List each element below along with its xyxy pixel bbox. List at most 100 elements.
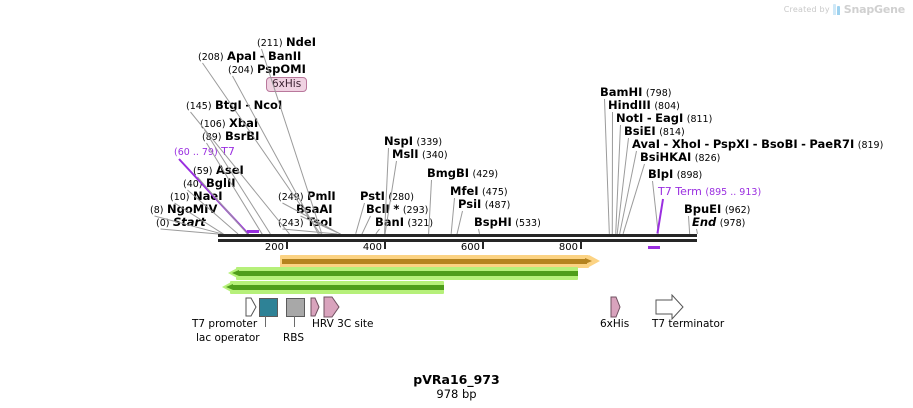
enzyme-label-psti-pos: (280) <box>388 192 414 203</box>
enzyme-label-bsphi[interactable]: BspHI (533) <box>474 216 541 230</box>
lac-operator-glyph[interactable] <box>259 298 278 317</box>
enzyme-label-avai-chain-pos: (819) <box>857 140 884 151</box>
ruler-tick-label-800: 800 <box>558 242 578 253</box>
snapgene-logo-icon <box>832 4 841 15</box>
6xhis-tag-chip[interactable]: 6xHis <box>266 77 308 92</box>
enzyme-label-bani[interactable]: BanI (321) <box>375 216 433 230</box>
enzyme-label-mfei-enz: MfeI <box>450 184 479 198</box>
enzyme-label-blpi-pos: (898) <box>676 170 703 181</box>
enzyme-label-t7term-fname: T7 Term <box>658 185 702 198</box>
snapgene-watermark: Created by SnapGene <box>784 3 905 16</box>
ruler-tick-600 <box>482 242 484 249</box>
6xhis-legend-label: 6xHis <box>600 318 630 330</box>
leader-line-hindiii <box>611 111 613 235</box>
enzyme-label-mfei[interactable]: MfeI (475) <box>450 185 508 199</box>
enzyme-label-bamhi[interactable]: BamHI (798) <box>600 86 671 100</box>
enzyme-label-naei-pos: (10) <box>170 192 190 203</box>
enzyme-label-pmli[interactable]: (249) PmlI <box>278 190 336 204</box>
green-arrow-lower[interactable] <box>222 281 444 294</box>
enzyme-label-psii-enz: PsiI <box>458 197 482 211</box>
enzyme-label-ndei-enz: NdeI <box>286 35 316 49</box>
enzyme-label-psti-enz: PstI <box>360 189 385 203</box>
enzyme-label-apai-banii-enz: ApaI <box>227 49 257 63</box>
leader-line-t7term <box>656 198 664 235</box>
enzyme-label-pmli-enz: PmlI <box>307 189 336 203</box>
enzyme-label-bani-enz: BanI <box>375 215 404 229</box>
enzyme-label-bsihkai[interactable]: BsiHKAI (826) <box>640 151 720 165</box>
enzyme-label-ngomiv-pos: (8) <box>150 205 164 216</box>
enzyme-label-bglii-pos: (40) <box>183 179 203 190</box>
enzyme-label-bsrbi-enz: BsrBI <box>225 129 260 143</box>
page-title: pVRa16_973 <box>413 372 500 387</box>
enzyme-label-avai-chain-enz: PaeR7I <box>809 137 855 151</box>
t7-promoter-glyph[interactable] <box>245 297 257 317</box>
enzyme-label-msli-enz: MslI <box>392 147 419 161</box>
ruler-tick-200 <box>286 242 288 249</box>
leader-line-bcli <box>361 215 371 235</box>
enzyme-label-noti-eagi-sep: - <box>646 111 652 125</box>
t7-terminator-glyph[interactable] <box>655 294 684 320</box>
enzyme-label-nspi-enz: NspI <box>384 134 413 148</box>
rbs-label: RBS <box>283 332 304 344</box>
sequence-bar-bottom <box>218 239 697 242</box>
enzyme-label-nspi[interactable]: NspI (339) <box>384 135 442 149</box>
6xhis-glyph[interactable] <box>310 297 320 317</box>
enzyme-label-avai-chain[interactable]: AvaI - XhoI - PspXI - BsoBI - PaeR7I (81… <box>632 138 883 152</box>
enzyme-label-avai-chain-enz: AvaI <box>632 137 661 151</box>
enzyme-label-psii[interactable]: PsiI (487) <box>458 198 510 212</box>
rbs-glyph[interactable] <box>286 298 305 317</box>
enzyme-label-t7-pos: (60 .. 79) <box>174 147 218 158</box>
enzyme-label-bmgbi-pos: (429) <box>472 169 499 180</box>
enzyme-label-pmli-pos: (249) <box>278 192 304 203</box>
6xhis-legend-glyph[interactable] <box>610 296 621 318</box>
enzyme-label-msli[interactable]: MslI (340) <box>392 148 448 162</box>
enzyme-label-noti-eagi-pos: (811) <box>686 114 713 125</box>
enzyme-label-bpuei[interactable]: BpuEI (962) <box>684 203 750 217</box>
enzyme-label-bmgbi-enz: BmgBI <box>427 166 470 180</box>
enzyme-label-start[interactable]: (0) Start <box>156 216 206 230</box>
ruler-tick-label-600: 600 <box>460 242 480 253</box>
orange-cds-arrow[interactable] <box>280 255 600 268</box>
enzyme-label-t7term-pos: (895 .. 913) <box>705 187 762 198</box>
t7-promoter-tick <box>265 316 266 327</box>
enzyme-label-mfei-pos: (475) <box>482 187 508 198</box>
enzyme-label-ndei[interactable]: (211) NdeI <box>257 36 316 50</box>
hrv3c-site-glyph[interactable] <box>323 296 340 318</box>
enzyme-label-psti[interactable]: PstI (280) <box>360 190 414 204</box>
enzyme-label-bcli-sep: * <box>393 202 400 216</box>
leader-line-mfei <box>450 197 455 235</box>
enzyme-label-start-ital: Start <box>172 215 206 229</box>
enzyme-label-apai-banii-pos: (208) <box>198 52 224 63</box>
watermark-created-by: Created by <box>783 5 830 14</box>
enzyme-label-avai-chain-enz: BsoBI <box>761 137 798 151</box>
enzyme-label-start-pos: (0) <box>156 218 170 229</box>
t7-promoter-violet-mark <box>247 230 259 233</box>
leader-line-bamhi <box>604 98 610 235</box>
enzyme-label-pspomi-enz: PspOMI <box>257 62 306 76</box>
ruler[interactable]: 200 400 600 800 <box>218 242 697 256</box>
enzyme-label-end-ital: End <box>692 215 717 229</box>
enzyme-label-noti-eagi[interactable]: NotI - EagI (811) <box>616 112 712 126</box>
plasmid-length: 978 bp <box>436 387 477 401</box>
rbs-tick <box>294 316 295 327</box>
enzyme-label-avai-chain-enz: XhoI <box>671 137 702 151</box>
enzyme-label-bcli-enz: BclI <box>366 202 390 216</box>
leader-line-psii <box>456 210 463 235</box>
enzyme-label-bcli[interactable]: BclI * (293) <box>366 203 428 217</box>
enzyme-label-apai-banii[interactable]: (208) ApaI - BanII <box>198 50 301 64</box>
enzyme-label-blpi[interactable]: BlpI (898) <box>648 168 702 182</box>
enzyme-label-msli-pos: (340) <box>422 150 448 161</box>
watermark-brand: SnapGene <box>843 3 905 16</box>
enzyme-label-end[interactable]: End (978) <box>692 216 745 230</box>
enzyme-label-t7term[interactable]: T7 Term (895 .. 913) <box>658 186 761 199</box>
enzyme-label-bcli-pos: (293) <box>402 205 429 216</box>
enzyme-label-bsihkai-enz: BsiHKAI <box>640 150 692 164</box>
enzyme-label-bsphi-enz: BspHI <box>474 215 512 229</box>
enzyme-label-avai-chain-sep: - <box>704 137 710 151</box>
enzyme-label-hindiii[interactable]: HindIII (804) <box>608 99 680 113</box>
enzyme-label-bpuei-enz: BpuEI <box>684 202 722 216</box>
enzyme-label-bmgbi[interactable]: BmgBI (429) <box>427 167 498 181</box>
enzyme-label-bsihkai-pos: (826) <box>694 153 721 164</box>
enzyme-label-bsiei[interactable]: BsiEI (814) <box>624 125 685 139</box>
green-arrow-upper[interactable] <box>228 267 578 280</box>
